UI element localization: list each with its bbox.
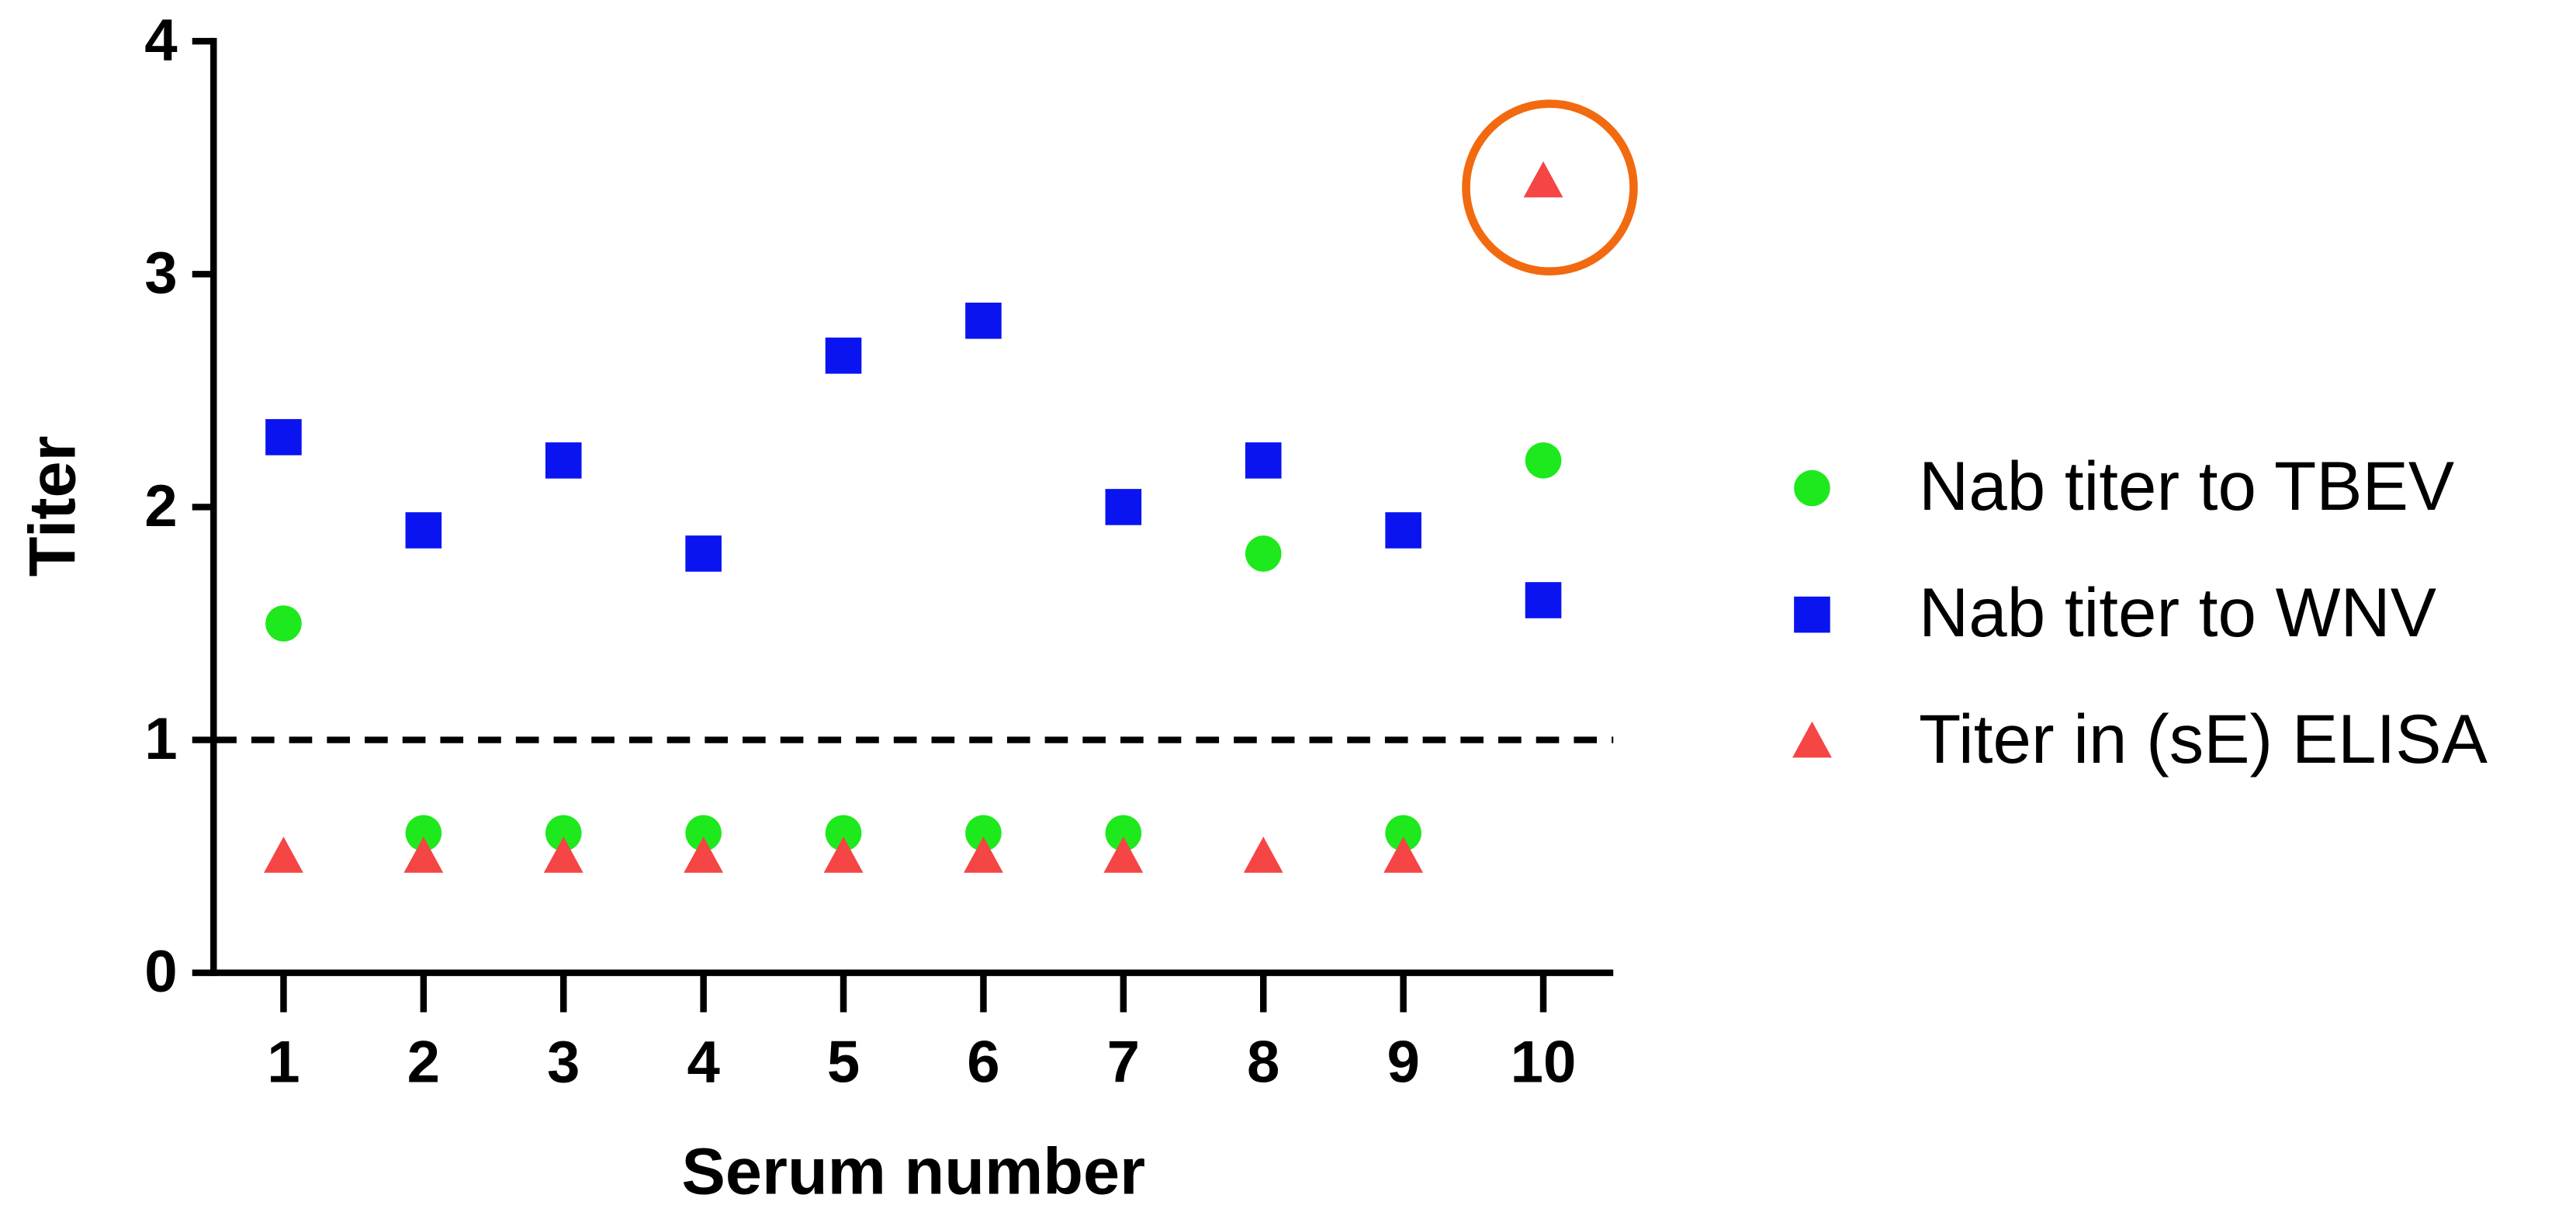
y-tick-label: 2: [144, 473, 177, 539]
point: [685, 535, 722, 572]
point: [1525, 582, 1562, 618]
point: [823, 836, 864, 873]
x-tick-label: 7: [1107, 1030, 1140, 1096]
legend-marker: [1794, 469, 1830, 507]
point: [1105, 489, 1142, 525]
legend-label: Titer in (sE) ELISA: [1919, 701, 2488, 778]
x-tick-label: 8: [1247, 1030, 1279, 1096]
x-tick-label: 2: [407, 1030, 440, 1096]
x-tick-label: 4: [687, 1030, 719, 1096]
point: [543, 836, 583, 873]
point: [265, 419, 302, 455]
y-tick-label: 1: [144, 706, 177, 772]
point: [1525, 442, 1562, 479]
y-tick-label: 4: [144, 8, 177, 74]
point: [405, 815, 442, 851]
legend-label: Nab titer to WNV: [1919, 574, 2436, 651]
point: [545, 442, 582, 479]
point: [825, 338, 862, 374]
point: [1385, 815, 1421, 851]
point: [965, 303, 1002, 339]
point: [264, 836, 303, 873]
point: [1243, 836, 1283, 873]
x-tick-label: 1: [267, 1030, 299, 1096]
legend-label: Nab titer to TBEV: [1919, 448, 2454, 525]
point: [964, 836, 1003, 873]
x-tick-label: 3: [547, 1030, 580, 1096]
point: [1523, 161, 1563, 198]
y-axis-title: Titer: [15, 435, 88, 577]
y-tick-label: 3: [144, 241, 177, 306]
point: [545, 815, 582, 851]
highlight-circle: [1462, 99, 1638, 275]
y-tick-label: 0: [144, 939, 177, 1005]
point: [1385, 512, 1421, 549]
point: [1383, 836, 1424, 873]
x-axis-title: Serum number: [681, 1134, 1145, 1208]
point: [405, 512, 442, 549]
point: [825, 815, 862, 851]
legend-marker: [1794, 596, 1830, 633]
x-tick-label: 6: [967, 1030, 999, 1096]
point: [1245, 535, 1282, 572]
point: [684, 836, 724, 873]
point: [1245, 442, 1282, 479]
point: [1103, 836, 1144, 873]
point: [965, 815, 1002, 851]
point: [1105, 815, 1142, 851]
point: [685, 815, 722, 851]
x-tick-label: 5: [827, 1030, 860, 1096]
x-tick-label: 9: [1387, 1030, 1419, 1096]
point: [265, 605, 302, 642]
x-tick-label: 10: [1511, 1030, 1577, 1096]
point: [403, 836, 444, 873]
legend-marker: [1792, 721, 1832, 758]
